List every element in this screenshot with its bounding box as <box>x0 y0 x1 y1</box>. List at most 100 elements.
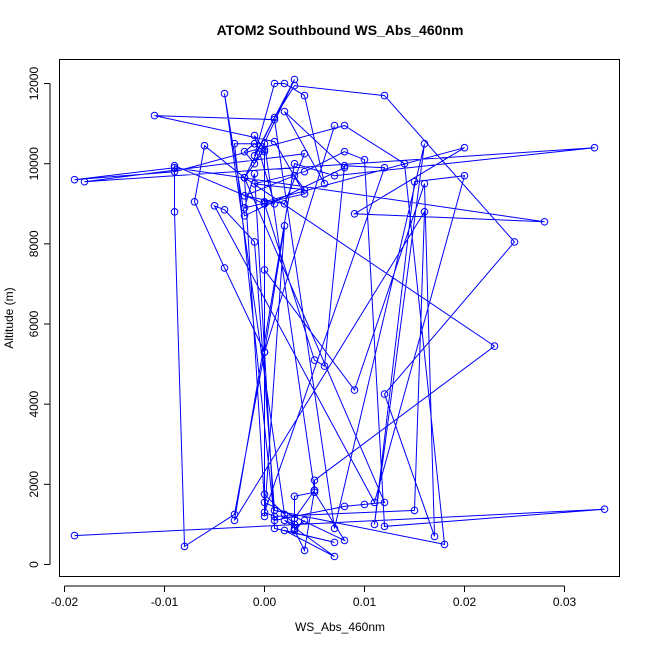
data-point <box>490 342 499 350</box>
data-point <box>510 238 519 246</box>
data-point <box>280 79 289 88</box>
data-point <box>170 163 179 172</box>
data-point <box>300 190 309 198</box>
data-point <box>270 79 279 88</box>
data-point <box>410 177 419 186</box>
data-point <box>240 147 249 156</box>
data-point <box>300 91 309 100</box>
data-point <box>300 186 309 194</box>
data-point <box>340 121 349 130</box>
data-point <box>220 89 229 98</box>
data-point <box>360 155 369 164</box>
data-point <box>240 212 249 220</box>
data-point <box>200 141 209 150</box>
x-axis-label: WS_Abs_460nm <box>295 620 385 634</box>
data-point <box>260 200 269 208</box>
data-point <box>180 542 189 551</box>
data-point <box>330 121 339 130</box>
data-point <box>300 149 309 158</box>
data-series-layer <box>70 75 609 561</box>
data-point <box>400 159 409 168</box>
y-tick-label: 2000 <box>27 471 41 498</box>
data-point <box>250 179 259 188</box>
data-point <box>260 139 269 148</box>
data-point <box>270 113 279 122</box>
data-point <box>260 145 269 154</box>
data-point <box>310 486 319 495</box>
x-tick-label: 0.03 <box>553 595 577 609</box>
data-point <box>290 492 299 501</box>
data-point <box>290 75 299 84</box>
data-point <box>260 490 269 499</box>
data-point <box>440 540 449 549</box>
y-tick-label: 6000 <box>27 310 41 337</box>
data-point <box>240 204 249 212</box>
x-tick-label: 0.02 <box>453 595 477 609</box>
data-point <box>70 175 79 184</box>
x-tick-label: 0.00 <box>253 595 277 609</box>
data-point <box>230 516 239 525</box>
data-point <box>410 506 419 515</box>
chart-title: ATOM2 Southbound WS_Abs_460nm <box>217 22 464 38</box>
data-point <box>310 476 319 485</box>
data-point <box>340 536 349 545</box>
data-point <box>330 524 339 533</box>
data-point <box>240 192 249 200</box>
data-point <box>290 520 299 529</box>
y-axis-label: Altitude (m) <box>2 287 16 348</box>
data-point <box>460 143 469 152</box>
data-point <box>80 177 89 186</box>
data-point <box>370 498 379 507</box>
data-point <box>280 526 289 535</box>
data-point <box>380 390 389 398</box>
x-tick-label: -0.02 <box>51 595 79 609</box>
data-point <box>270 115 279 124</box>
data-point <box>190 198 199 206</box>
data-point <box>250 238 259 246</box>
data-point <box>210 202 219 210</box>
data-point <box>300 167 309 176</box>
data-point <box>290 524 299 533</box>
data-point <box>260 266 269 274</box>
y-tick-label: 8000 <box>27 230 41 257</box>
data-point <box>270 200 279 208</box>
data-point <box>170 208 179 216</box>
data-point <box>290 81 299 90</box>
data-point <box>270 516 279 525</box>
data-point <box>350 210 359 218</box>
data-point <box>280 516 289 525</box>
data-point <box>230 139 239 148</box>
data-point <box>300 516 309 525</box>
data-point <box>460 171 469 180</box>
data-point <box>240 173 249 182</box>
data-point <box>430 532 439 541</box>
data-point <box>250 139 259 148</box>
data-point <box>340 161 349 170</box>
y-axis: 0 2000 4000 6000 8000 10000 12000 <box>27 67 51 568</box>
data-point <box>420 139 429 148</box>
data-point <box>220 264 229 272</box>
data-point <box>290 526 299 535</box>
data-point <box>290 514 299 523</box>
data-point <box>70 531 79 540</box>
data-point <box>380 163 389 172</box>
data-point <box>380 522 389 531</box>
data-point <box>230 510 239 519</box>
data-point <box>280 222 289 230</box>
series-line <box>74 79 605 557</box>
data-point <box>320 179 329 188</box>
data-point <box>340 147 349 156</box>
data-point <box>420 179 429 188</box>
data-point <box>250 151 259 160</box>
data-point <box>280 107 289 116</box>
x-tick-label: 0.01 <box>353 595 377 609</box>
data-point <box>290 171 299 180</box>
data-point <box>170 167 179 176</box>
data-point <box>290 159 299 168</box>
data-point <box>320 362 329 370</box>
data-point <box>380 498 389 507</box>
data-point <box>260 147 269 156</box>
data-point <box>590 143 599 152</box>
data-point <box>300 546 309 555</box>
